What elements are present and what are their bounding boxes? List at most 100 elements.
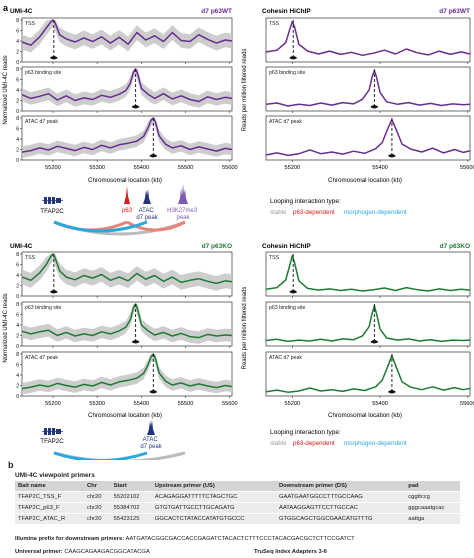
ko-umi4c-ytick-label: 0 — [16, 394, 19, 400]
ko-left-ylabel: Normalized UMI-4C reads — [3, 293, 9, 362]
eye-icon — [387, 154, 396, 158]
table-cell: AATAAGGAGTTCCTTGCCAC — [275, 502, 406, 514]
ko-right-xlabel: Chromosomal location (kb) — [328, 412, 402, 419]
ko-umi4c-ytick-label: 2 — [16, 283, 19, 289]
ko-umi4c-ytick-label: 6 — [16, 262, 19, 268]
eye-icon — [131, 340, 140, 344]
eye-icon — [370, 105, 379, 109]
ko-legend-title: Looping interaction type: — [270, 429, 341, 436]
wt-legend: Looping interaction type: stable p63-dep… — [270, 198, 407, 216]
wt-umi4c-ytick-label: 0 — [16, 109, 19, 115]
table-cell: ACAGAGGATTTTTCTAGCTGC — [151, 491, 276, 503]
wt-left-xlabel: Chromosomal location (kb) — [88, 177, 162, 184]
table-cell: TFAP2C_ATAC_R — [15, 513, 84, 524]
wt-hichip-series-line — [265, 118, 471, 157]
ko-umi4c-panel-label: p63 binding site — [25, 305, 61, 311]
panel-a-letter: a — [3, 3, 9, 13]
ko-hichip-xtick-label: 55600 — [460, 401, 474, 407]
wt-umi4c-tag: d7 p63WT — [201, 8, 232, 15]
wt-umi4c-series-line — [21, 68, 233, 103]
wt-right-xlabel: Chromosomal location (kb) — [328, 177, 402, 184]
universal-primer: Universal primer: CAAGCAGAAGACGGCATACGA — [15, 549, 150, 555]
panel-b-letter: b — [8, 460, 14, 470]
ko-atac-peak — [147, 420, 155, 435]
wt-hichip-xtick-label: 55600 — [460, 165, 474, 171]
universal-sequence: CAAGCAGAAGACGGCATACGA — [64, 549, 150, 555]
ko-gene-label: TFAP2C — [40, 438, 64, 445]
ko-right-ylabel: Reads per million filtered reads — [242, 287, 248, 370]
table-cell: 55423125 — [110, 513, 152, 524]
eye-icon — [370, 340, 379, 344]
ko-umi4c-ytick-label: 6 — [16, 312, 19, 318]
ko-umi4c-panel-label: ATAC d7 peak — [25, 355, 58, 361]
ko-hichip-series-line — [265, 304, 471, 343]
ko-hichip-panel-frame — [265, 251, 471, 297]
wt-left-ylabel: Normalized UMI-4C reads — [3, 55, 9, 124]
gene-exon-icon — [42, 428, 63, 435]
table-cell: GTGTGATTGCCTTGCAGATG — [151, 502, 276, 514]
wt-legend-p63: p63-dependent — [293, 209, 335, 216]
table-row: TFAP2C_p63_F chr20 55384702 GTGTGATTGCCT… — [15, 502, 460, 514]
table-cell: chr20 — [84, 491, 111, 503]
truseq-adapters: TruSeq Index Adapters 3-6 — [254, 549, 327, 555]
primer-table-title: UMI-4C viewpoint primers — [15, 472, 95, 479]
wt-umi4c-ytick-label: 8 — [16, 116, 19, 122]
eye-icon — [149, 154, 158, 158]
ko-umi4c-ytick-label: 4 — [16, 323, 19, 329]
ko-legend-morphogen: morphogen-dependent — [344, 440, 407, 447]
ko-umi4c-series-line — [21, 353, 233, 390]
wt-umi4c-ytick-label: 2 — [16, 98, 19, 104]
wt-hichip-tag: d7 p63WT — [439, 8, 470, 15]
wt-umi4c-xtick-label: 55400 — [134, 165, 150, 171]
charts-layer: TSS 0 2 4 6 8 p63 binding site 0 2 4 6 8 ATAC d7 pea… — [16, 17, 474, 407]
ko-hichip-panel-frame — [265, 301, 471, 347]
table-cell: TFAP2C_p63_F — [15, 502, 84, 514]
universal-label: Universal primer: — [15, 549, 63, 555]
ko-hichip-panel-label: ATAC d7 peak — [269, 355, 302, 361]
wt-umi4c-xtick-label: 55600 — [222, 165, 238, 171]
table-cell: chr20 — [84, 513, 111, 524]
ko-hichip-xtick-label: 55200 — [285, 401, 301, 407]
ko-umi4c-ytick-label: 0 — [16, 344, 19, 350]
wt-umi4c-ytick-label: 0 — [16, 60, 19, 66]
wt-hichip-series-line — [265, 69, 471, 107]
wt-umi4c-xtick-label: 55200 — [45, 165, 61, 171]
ko-umi4c-panel-label: TSS — [25, 255, 36, 261]
wt-arc-morphogen — [53, 220, 148, 233]
table-cell: TFAP2C_TSS_F — [15, 491, 84, 503]
wt-umi4c-series-line — [21, 19, 233, 46]
table-cell: cggttccg — [405, 491, 460, 503]
wt-h3k27me3-peak — [178, 184, 188, 204]
wt-umi4c-panel-label: p63 binding site — [25, 70, 61, 76]
ko-umi4c-ytick-label: 2 — [16, 333, 19, 339]
ko-legend: Looping interaction type: stable p63-dep… — [270, 429, 407, 447]
ko-umi4c-ytick-label: 0 — [16, 294, 19, 300]
wt-h3k-label-line2: peak — [176, 215, 190, 221]
wt-hichip-xtick-label: 55400 — [372, 165, 388, 171]
table-cell: aattga — [405, 513, 460, 524]
wt-right-ylabel: Reads per million filtered reads — [242, 49, 248, 132]
wt-legend-morphogen: morphogen-dependent — [344, 209, 407, 216]
ko-hichip-panel-label: p63 binding site — [269, 305, 305, 311]
wt-umi4c-panel-label: TSS — [25, 21, 36, 27]
gene-exon-icon — [42, 197, 63, 204]
wt-umi4c-ytick-label: 6 — [16, 28, 19, 34]
wt-hichip-panel-label: TSS — [269, 21, 280, 27]
ko-legend-stable: stable — [270, 440, 287, 447]
wt-umi4c-xtick-label: 55500 — [178, 165, 194, 171]
ko-umi4c-xtick-label: 55600 — [222, 401, 238, 407]
wt-arc-p63-1 — [126, 220, 186, 232]
ko-umi4c-ytick-label: 8 — [16, 352, 19, 358]
wt-umi4c-ytick-label: 6 — [16, 77, 19, 83]
eye-icon — [149, 390, 158, 394]
wt-atac-peak — [143, 189, 151, 204]
ko-legend-p63: p63-dependent — [293, 440, 335, 447]
wt-atac-label-line1: ATAC — [139, 208, 155, 214]
wt-gene-label: TFAP2C — [40, 208, 64, 215]
ko-umi4c-xtick-label: 55200 — [45, 401, 61, 407]
wt-p63-peak — [124, 186, 130, 204]
ko-atac-label-line2: d7 peak — [140, 444, 162, 450]
eye-icon — [49, 56, 58, 60]
ko-umi4c-header: UMI-4C — [10, 243, 33, 250]
ko-umi4c-ytick-label: 4 — [16, 273, 19, 279]
